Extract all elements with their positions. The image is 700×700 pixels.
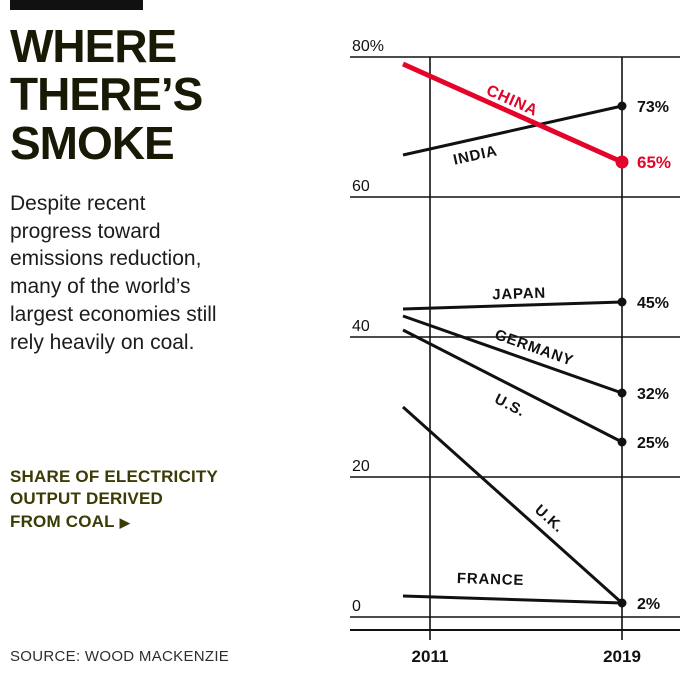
end-value-label: 32% bbox=[637, 386, 669, 403]
series-line-us bbox=[402, 328, 623, 444]
intro-text: Despite recent progress toward emissions… bbox=[10, 192, 217, 354]
x-tick-label: 2011 bbox=[412, 647, 449, 666]
end-value-label: 45% bbox=[637, 295, 669, 312]
chart-kicker: SHARE OF ELECTRICITY OUTPUT DERIVED FROM… bbox=[10, 466, 310, 533]
y-tick-label: 60 bbox=[352, 178, 370, 195]
y-tick-label: 40 bbox=[352, 318, 370, 335]
page-title: WHERE THERE’S SMOKE bbox=[10, 20, 203, 169]
series-end-dot bbox=[617, 101, 627, 111]
y-tick-label: 80% bbox=[352, 38, 384, 55]
series-label: FRANCE bbox=[457, 570, 525, 589]
series-end-dot bbox=[617, 437, 627, 447]
end-value-label: 65% bbox=[637, 153, 671, 172]
series-line-china bbox=[401, 61, 624, 165]
kicker-label: SHARE OF ELECTRICITY OUTPUT DERIVED FROM… bbox=[10, 467, 219, 531]
series-end-dot bbox=[617, 297, 627, 307]
title-rule bbox=[10, 0, 143, 10]
end-value-label: 73% bbox=[637, 99, 669, 116]
y-tick-label: 0 bbox=[352, 598, 361, 615]
series-end-dot bbox=[615, 155, 629, 169]
series-label: JAPAN bbox=[492, 285, 546, 304]
series-label: INDIA bbox=[452, 142, 499, 168]
series-line-japan bbox=[402, 300, 623, 311]
series-line-india bbox=[402, 104, 623, 157]
source-note: SOURCE: WOOD MACKENZIE bbox=[10, 648, 230, 665]
series-line-uk bbox=[401, 405, 624, 605]
x-tick-label: 2019 bbox=[603, 647, 641, 666]
series-end-dot bbox=[617, 388, 627, 398]
series-line-germany bbox=[402, 314, 623, 395]
pointer-arrow-icon: ▶ bbox=[119, 514, 130, 530]
series-label: U.S. bbox=[492, 391, 529, 421]
series-label: U.K. bbox=[531, 501, 567, 536]
end-value-label: 25% bbox=[637, 435, 669, 452]
y-tick-label: 20 bbox=[352, 458, 370, 475]
series-line-france bbox=[402, 594, 623, 605]
end-value-label: 2% bbox=[637, 596, 660, 613]
